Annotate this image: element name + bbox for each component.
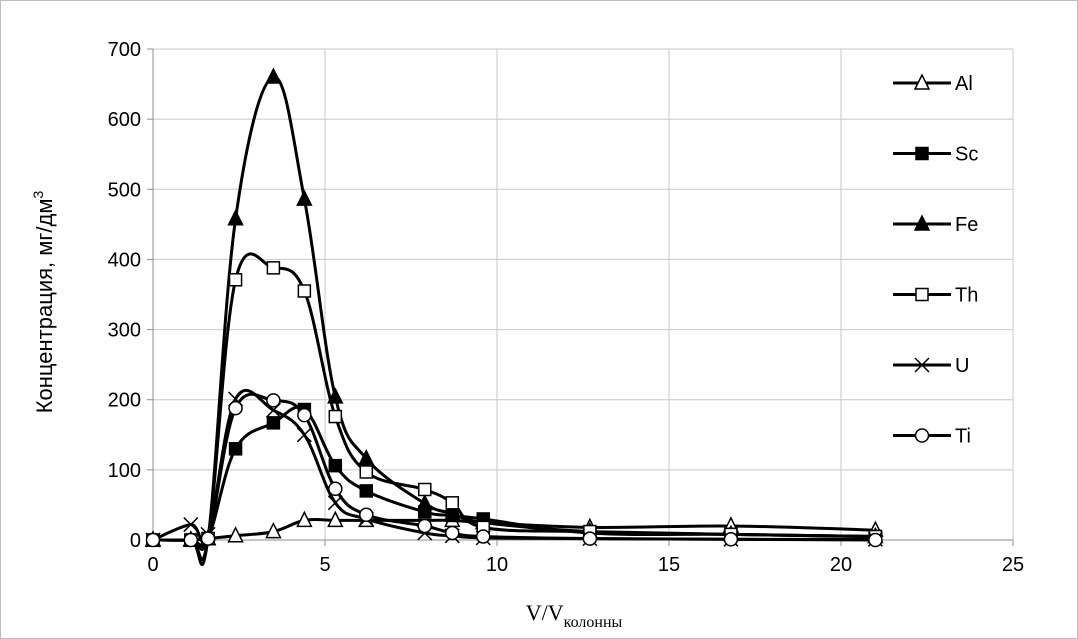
data-point-ti [297,407,312,423]
legend-item-fe: Fe [893,214,978,236]
data-point-ti [328,481,343,497]
tick-labels: 0 100 200 300 400 500 600 700 0 5 10 15 20 25 [108,39,1025,576]
y-tick-label: 500 [108,179,141,201]
x-tick-label: 20 [830,554,852,576]
legend-label-u: U [955,355,969,377]
data-point-th [228,273,243,287]
data-point-th [266,261,281,275]
x-tick-label: 15 [658,554,680,576]
data-point-fe [265,67,282,84]
data-point-fe [416,493,433,511]
x-axis-label-main: V/V [526,600,564,625]
data-point-fe [358,448,375,466]
data-point-u [183,517,199,533]
y-tick-label: 100 [108,460,141,482]
data-point-ti [475,529,491,544]
x-axis-label: V/Vколонны [526,600,623,631]
data-point-th [359,465,374,479]
data-point-u [296,427,312,443]
data-point-ti [145,532,161,548]
series-line-u [152,389,876,544]
legend-label-fe: Fe [955,214,978,236]
legend-label-sc: Sc [955,144,978,166]
series-ti [145,392,883,551]
data-point-ti [359,507,374,522]
data-point-ti [228,400,243,416]
data-point-fe [444,503,461,521]
legend-label-al: Al [955,73,973,95]
x-axis-label-subscript: колонны [564,614,623,631]
data-point-sc [228,442,243,456]
data-point-ti [417,518,433,534]
series-line-th [152,252,876,562]
legend-item-al: Al [893,73,973,95]
data-point-ti [266,393,281,408]
y-axis-label-main: Концентрация, мг/дм [32,199,57,414]
legend-label-th: Th [955,285,978,307]
legend-marker-sc [915,146,929,161]
legend: Al Sc Fe Th U Ti [893,73,978,448]
data-point-ti [200,531,216,546]
grid-lines [153,48,1014,540]
data-point-ti [183,532,199,548]
legend-label-ti: Ti [955,426,971,448]
series-fe [144,67,884,567]
data-point-ti [868,532,883,548]
y-tick-label: 300 [108,320,141,342]
data-point-th [328,409,343,424]
data-point-th [445,496,460,510]
data-point-sc [328,458,343,473]
y-tick-label: 600 [108,109,141,131]
data-point-al [227,526,244,543]
legend-marker-fe [913,214,931,231]
legend-item-sc: Sc [893,144,978,166]
data-point-th [297,284,312,298]
data-point-ti [582,531,598,546]
y-axis-label-superscript: 3 [30,191,46,199]
data-point-al [296,510,313,528]
y-tick-label: 200 [108,390,141,412]
data-point-al [327,510,344,528]
legend-item-u: U [893,355,969,377]
legend-marker-u [914,357,930,373]
data-point-sc [359,484,374,498]
axes [147,48,1014,546]
x-tick-label: 0 [147,554,158,576]
data-point-th [418,482,432,497]
y-axis-label: Концентрация, мг/дм3 [30,191,57,414]
data-point-fe [227,209,244,226]
legend-marker-al [913,73,931,90]
legend-item-ti: Ti [893,426,971,448]
y-tick-label: 400 [108,249,141,271]
data-point-fe [296,189,313,206]
data-point-sc [266,416,281,430]
data-point-ti [723,532,739,547]
x-tick-label: 10 [486,554,508,576]
legend-marker-th [915,287,929,302]
data-point-ti [445,525,460,541]
y-tick-label: 700 [108,39,141,61]
y-tick-label: 0 [130,530,141,552]
legend-item-th: Th [893,285,978,307]
x-tick-label: 25 [1002,554,1024,576]
x-tick-label: 5 [319,554,330,576]
legend-marker-ti [914,428,930,443]
series-lines [144,67,884,567]
series-th [146,252,883,562]
data-point-al [265,521,282,539]
series-line-fe [152,75,876,567]
